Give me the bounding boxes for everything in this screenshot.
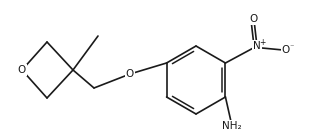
Text: O: O (282, 45, 290, 55)
Text: NH₂: NH₂ (222, 121, 242, 131)
Text: O: O (18, 65, 26, 75)
Text: O: O (126, 69, 134, 79)
Text: +: + (259, 38, 265, 46)
Text: N: N (253, 41, 261, 51)
Text: ⁻: ⁻ (290, 43, 294, 52)
Text: O: O (250, 14, 258, 24)
